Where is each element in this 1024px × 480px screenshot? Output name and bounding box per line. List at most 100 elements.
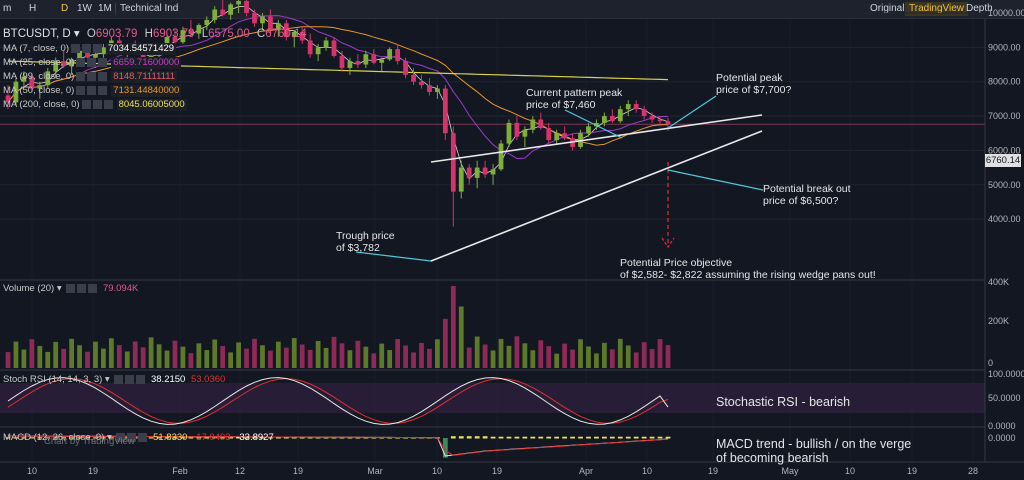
volume-bar — [490, 350, 496, 368]
candle — [37, 85, 43, 89]
volume-bar — [442, 318, 448, 368]
view-depth-button[interactable]: Depth — [966, 3, 993, 14]
volume-bar — [578, 339, 583, 368]
interval-h-dropdown[interactable]: H — [29, 3, 37, 14]
hide-icon[interactable] — [77, 283, 87, 293]
volume-bar — [609, 349, 615, 368]
volume-bar — [482, 344, 488, 368]
candle — [490, 169, 496, 175]
macd-histogram-bar — [363, 437, 369, 439]
stoch-d-line — [7, 378, 669, 424]
macd-histogram-bar — [586, 436, 591, 439]
annotation-line: Current pattern peak — [526, 87, 623, 99]
settings-icon[interactable] — [76, 71, 86, 81]
settings-icon[interactable] — [66, 283, 76, 293]
macd-histogram-bar — [220, 437, 226, 439]
stoch-k-value: 38.2150 — [150, 374, 186, 385]
close-icon[interactable] — [88, 283, 98, 293]
view-original-button[interactable]: Original — [870, 3, 905, 14]
macd-histogram-bar — [458, 436, 464, 439]
volume-bar — [45, 351, 51, 368]
interval-1m-button[interactable]: 1M — [98, 3, 112, 14]
volume-bar — [315, 340, 321, 368]
macd-histogram-bar — [228, 437, 234, 439]
close-icon[interactable] — [98, 71, 108, 81]
candle — [347, 61, 353, 68]
macd-histogram-bar — [77, 437, 82, 439]
macd-histogram-bar — [617, 436, 623, 439]
candle — [21, 76, 27, 82]
stoch-d-value: 53.0360 — [190, 374, 226, 385]
candle — [522, 129, 528, 137]
hide-icon[interactable] — [87, 85, 97, 95]
hide-icon[interactable] — [125, 374, 135, 384]
volume-bar — [61, 348, 67, 368]
candle — [625, 104, 631, 110]
ma-25-legend[interactable]: MA (25, close, 0) 6659.71600000 — [3, 57, 182, 69]
candle — [594, 122, 599, 127]
candle — [212, 9, 218, 20]
volume-bar — [355, 340, 361, 368]
ma-7-legend[interactable]: MA (7, close, 0) 7034.54571429 — [3, 43, 177, 55]
toolbar-divider — [115, 3, 116, 15]
ma-99-legend[interactable]: MA (99, close, 0) 8148.71111111 — [3, 71, 178, 83]
candle — [665, 121, 671, 125]
settings-icon[interactable] — [76, 85, 86, 95]
close-icon[interactable] — [136, 374, 146, 384]
interval-d-button[interactable]: D — [61, 3, 69, 14]
candle — [586, 126, 591, 134]
x-tick-label: 19 — [708, 466, 718, 476]
candle — [514, 122, 520, 137]
hide-icon[interactable] — [127, 432, 137, 442]
macd-histogram-bar — [562, 436, 568, 439]
macd-histogram-bar — [101, 437, 106, 439]
close-icon[interactable] — [138, 432, 148, 442]
close-icon[interactable] — [93, 43, 102, 53]
settings-icon[interactable] — [81, 99, 91, 109]
candle — [283, 23, 289, 38]
macd-histogram-bar — [625, 436, 631, 439]
hide-icon[interactable] — [87, 71, 97, 81]
volume-bar — [466, 347, 472, 368]
candle — [530, 119, 536, 130]
technical-ind-button[interactable]: Technical Ind — [120, 3, 179, 14]
ma-50-legend[interactable]: MA (50, close, 0) 7131.44840000 — [3, 85, 182, 97]
toolbar-item-m[interactable]: m — [3, 3, 12, 14]
candle — [228, 4, 234, 15]
settings-icon[interactable] — [76, 57, 86, 67]
macd-legend[interactable]: MACD (12, 26, close, 9) ▾ 51.8330 -17.04… — [3, 432, 274, 443]
volume-bar — [29, 339, 35, 368]
settings-icon[interactable] — [116, 432, 126, 442]
volume-bar — [21, 349, 27, 368]
symbol-label[interactable]: BTCUSDT, D — [3, 28, 71, 40]
volume-bar — [53, 341, 59, 368]
stoch-rsi-label: Stoch RSI (14, 14, 3, 3) — [3, 374, 103, 385]
candle — [602, 116, 607, 123]
volume-bar — [427, 348, 432, 368]
candle — [466, 167, 472, 178]
hide-icon[interactable] — [87, 57, 97, 67]
candle — [450, 133, 456, 192]
close-icon[interactable] — [103, 99, 113, 109]
settings-icon[interactable] — [71, 43, 80, 53]
stoch-tick-label: 50.0000 — [988, 393, 1021, 403]
macd-histogram-bar — [299, 437, 305, 439]
x-tick-label: 10 — [845, 466, 855, 476]
settings-icon[interactable] — [114, 374, 124, 384]
interval-1w-button[interactable]: 1W — [77, 3, 92, 14]
candle — [442, 88, 448, 134]
macd-histogram-bar — [156, 437, 162, 439]
volume-legend[interactable]: Volume (20) ▾ 79.094K — [3, 283, 139, 294]
macd-histogram-bar — [204, 437, 210, 439]
price-tick-label: 5000.00 — [988, 180, 1021, 190]
candle — [403, 61, 408, 75]
hide-icon[interactable] — [92, 99, 102, 109]
close-icon[interactable] — [98, 85, 108, 95]
candle — [268, 16, 273, 31]
macd-histogram-bar — [85, 437, 90, 439]
close-icon[interactable] — [98, 57, 108, 67]
stoch-rsi-legend[interactable]: Stoch RSI (14, 14, 3, 3) ▾ 38.2150 53.03… — [3, 374, 226, 385]
ma-200-legend[interactable]: MA (200, close, 0) 8045.06005000 — [3, 99, 187, 111]
hide-icon[interactable] — [82, 43, 91, 53]
